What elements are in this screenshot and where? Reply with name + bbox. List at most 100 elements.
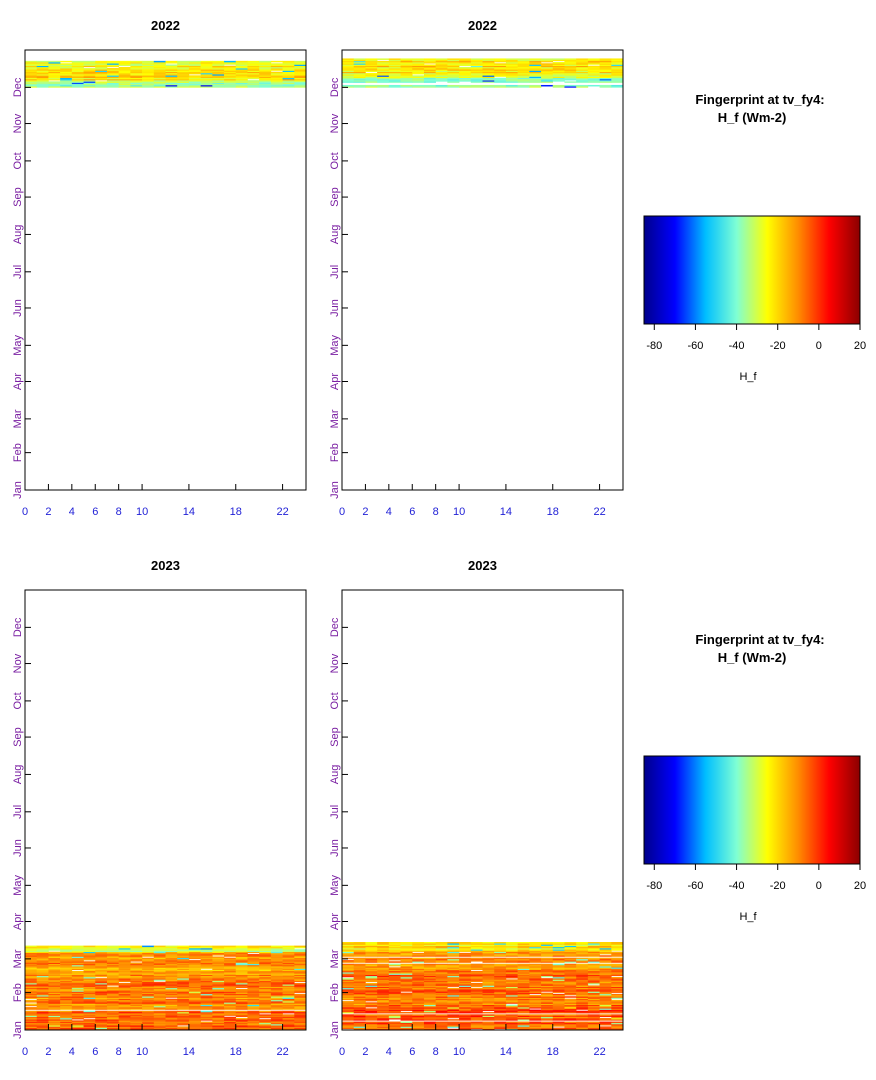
heat-cell: [270, 1022, 283, 1025]
heat-cell: [388, 963, 401, 966]
heat-cell: [412, 1005, 425, 1008]
heat-cell: [564, 999, 577, 1002]
heat-cell: [459, 1023, 472, 1026]
heat-cell: [529, 990, 542, 992]
heat-cell: [165, 960, 178, 962]
heat-cell: [435, 951, 448, 954]
heat-cell: [165, 996, 178, 998]
heat-cell: [423, 951, 436, 954]
heat-cell: [165, 984, 178, 986]
heat-cell: [365, 957, 378, 960]
heat-cell: [423, 944, 436, 946]
heat-cell: [470, 76, 483, 79]
heat-cell: [459, 998, 472, 1001]
heat-cell: [435, 966, 448, 968]
heat-cell: [25, 980, 38, 983]
heat-cell: [611, 952, 624, 955]
heat-cell: [435, 1003, 448, 1005]
heat-cell: [165, 967, 178, 969]
heat-cell: [482, 952, 495, 955]
heat-cell: [412, 987, 425, 990]
heat-cell: [153, 948, 166, 950]
heat-cell: [388, 80, 401, 82]
heat-cell: [412, 954, 425, 956]
heat-cell: [423, 968, 436, 971]
heat-cell: [282, 985, 295, 987]
heat-cell: [36, 982, 49, 985]
heat-cell: [529, 951, 542, 954]
heat-cell: [270, 1015, 283, 1018]
heat-cell: [106, 969, 119, 972]
heat-cell: [353, 943, 366, 945]
heat-cell: [459, 60, 472, 63]
heat-cell: [470, 70, 483, 72]
heat-cell: [576, 981, 589, 984]
heat-cell: [71, 989, 84, 991]
heat-cell: [282, 66, 295, 69]
heat-cell: [153, 1020, 166, 1022]
heat-cell: [294, 70, 307, 72]
heat-cell: [25, 995, 38, 997]
heat-cell: [412, 960, 425, 962]
heat-cell: [83, 77, 96, 80]
heat-cell: [83, 1027, 96, 1030]
heat-cell: [435, 945, 448, 948]
heat-cell: [447, 1014, 460, 1016]
heat-cell: [447, 1002, 460, 1004]
heat-cell: [294, 72, 307, 75]
heat-cell: [365, 70, 378, 72]
heat-cell: [235, 1011, 248, 1014]
heat-cell: [130, 1022, 143, 1025]
heat-cell: [342, 993, 355, 996]
heat-cell: [564, 1017, 577, 1020]
heat-cell: [200, 982, 213, 985]
heat-cell: [177, 957, 190, 960]
heat-cell: [224, 950, 237, 952]
heat-cell: [365, 74, 378, 76]
heat-cell: [377, 62, 390, 64]
heat-cell: [200, 985, 213, 987]
heat-cell: [412, 72, 425, 75]
heat-cell: [412, 1022, 425, 1025]
heat-cell: [342, 943, 355, 945]
heat-cell: [177, 1021, 190, 1024]
heat-cell: [541, 992, 554, 995]
heat-cell: [177, 69, 190, 71]
heat-cell: [459, 1014, 472, 1016]
heat-cell: [400, 1009, 413, 1012]
heat-cell: [564, 944, 577, 946]
heat-cell: [165, 1004, 178, 1007]
heat-cell: [235, 993, 248, 996]
heat-cell: [587, 951, 600, 954]
heat-cell: [106, 973, 119, 975]
heat-cell: [25, 999, 38, 1002]
heat-cell: [517, 946, 530, 949]
heat-cell: [412, 967, 425, 969]
heat-cell: [494, 1015, 507, 1018]
heat-cell: [529, 1004, 542, 1007]
heat-cell: [342, 1011, 355, 1014]
heat-cell: [412, 1025, 425, 1027]
heat-cell: [270, 1023, 283, 1026]
heat-cell: [224, 976, 237, 979]
heat-cell: [259, 1005, 272, 1008]
heat-cell: [142, 70, 155, 72]
heat-cell: [342, 62, 355, 64]
heat-cell: [36, 1004, 49, 1007]
heat-cell: [377, 942, 390, 944]
heat-cell: [494, 1019, 507, 1021]
heat-cell: [459, 987, 472, 990]
y-tick-label: Dec: [12, 617, 24, 637]
heat-cell: [435, 970, 448, 973]
heat-cell: [106, 984, 119, 986]
heat-cell: [165, 1010, 178, 1013]
heat-cell: [153, 1021, 166, 1024]
x-tick-label: 18: [547, 1046, 559, 1058]
heat-cell: [517, 963, 530, 966]
heat-cell: [470, 987, 483, 990]
heat-cell: [365, 942, 378, 944]
heat-cell: [447, 63, 460, 65]
heat-cell: [83, 972, 96, 974]
heat-cell: [130, 78, 143, 81]
heat-cell: [25, 66, 38, 69]
